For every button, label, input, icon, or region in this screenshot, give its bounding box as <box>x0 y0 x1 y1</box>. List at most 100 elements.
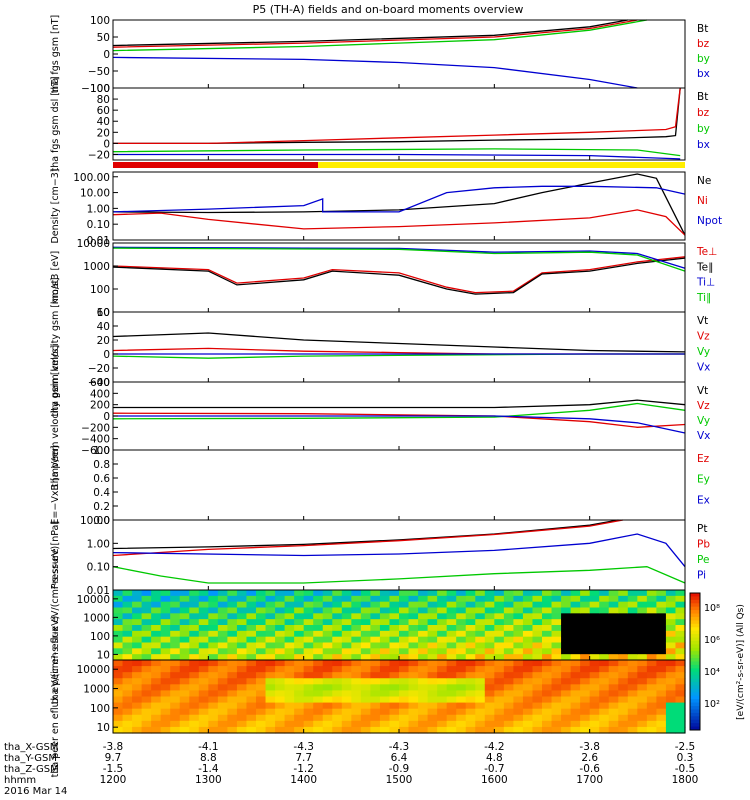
heatmap-cell <box>513 702 524 710</box>
heatmap-cell <box>141 619 152 626</box>
colorbar-cell <box>690 627 700 632</box>
heatmap-cell <box>399 601 410 609</box>
heatmap-cell <box>303 630 314 638</box>
heatmap-cell <box>198 642 209 649</box>
y-axis-label: tha fgs gsm [nT] <box>50 15 61 93</box>
heatmap-cell <box>599 702 610 710</box>
heatmap-cell <box>141 684 152 692</box>
y-tick-label: 200 <box>90 400 110 412</box>
heatmap-cell <box>494 590 505 597</box>
heatmap-cell <box>217 595 228 603</box>
heatmap-cell <box>656 666 667 673</box>
heatmap-cell <box>256 714 267 722</box>
heatmap-cell <box>189 690 200 698</box>
heatmap-cell <box>608 684 619 692</box>
heatmap-cell <box>151 696 162 704</box>
heatmap-cell <box>532 708 543 716</box>
heatmap-cell <box>332 720 343 728</box>
heatmap-cell <box>284 613 295 620</box>
heatmap-cell <box>351 726 362 734</box>
heatmap-cell <box>580 726 591 734</box>
heatmap-cell <box>618 696 629 704</box>
heatmap-cell <box>542 660 553 667</box>
series-Vx-line <box>113 415 686 434</box>
heatmap-cell <box>446 654 457 661</box>
heatmap-cell <box>275 625 286 632</box>
heatmap-cell <box>465 672 476 679</box>
heatmap-cell <box>494 672 505 679</box>
heatmap-cell <box>646 595 657 603</box>
heatmap-cell <box>246 636 257 644</box>
heatmap-cell <box>627 690 638 698</box>
heatmap-cell <box>246 607 257 614</box>
heatmap-cell <box>198 696 209 704</box>
heatmap-cell <box>561 654 572 661</box>
heatmap-cell <box>332 672 343 679</box>
heatmap-cell <box>141 678 152 685</box>
heatmap-cell <box>627 660 638 667</box>
heatmap-cell <box>313 625 324 632</box>
heatmap-cell <box>294 678 305 685</box>
heatmap-cell <box>580 690 591 698</box>
heatmap-cell <box>484 684 495 692</box>
heatmap-cell <box>227 648 238 655</box>
heatmap-cell <box>170 601 181 609</box>
heatmap-cell <box>589 666 600 673</box>
heatmap-cell <box>265 684 276 692</box>
heatmap-cell <box>513 601 524 609</box>
heatmap-cell <box>599 672 610 679</box>
heatmap-cell <box>418 720 429 728</box>
heatmap-cell <box>284 660 295 667</box>
heatmap-cell <box>113 708 124 716</box>
heatmap-cell <box>198 613 209 620</box>
heatmap-cell <box>503 726 514 734</box>
heatmap-cell <box>332 696 343 704</box>
heatmap-cell <box>322 672 333 679</box>
heatmap-cell <box>160 660 171 667</box>
heatmap-cell <box>465 702 476 710</box>
series-Vy-line <box>112 402 686 420</box>
heatmap-cell <box>198 726 209 734</box>
heatmap-cell <box>475 636 486 644</box>
heatmap-cell <box>370 678 381 685</box>
quality-bar-red <box>113 162 318 168</box>
heatmap-cell <box>227 619 238 626</box>
heatmap-cell <box>341 696 352 704</box>
heatmap-cell <box>179 726 190 734</box>
heatmap-cell <box>198 619 209 626</box>
heatmap-cell <box>465 630 476 638</box>
heatmap-cell <box>637 678 648 685</box>
heatmap-cell <box>446 660 457 667</box>
heatmap-cell <box>437 690 448 698</box>
heatmap-cell <box>599 696 610 704</box>
heatmap-cell <box>236 660 248 667</box>
heatmap-cell <box>389 696 400 704</box>
heatmap-cell <box>122 648 133 655</box>
heatmap-cell <box>360 625 371 632</box>
heatmap-cell <box>246 619 257 626</box>
heatmap-cell <box>132 648 143 655</box>
heatmap-cell <box>646 696 657 704</box>
heatmap-cell <box>532 660 543 667</box>
heatmap-cell <box>379 726 391 734</box>
heatmap-cell <box>542 642 553 649</box>
heatmap-cell <box>437 654 448 661</box>
heatmap-cell <box>179 648 190 655</box>
heatmap-cell <box>217 660 228 667</box>
heatmap-cell <box>418 654 429 661</box>
heatmap-cell <box>256 696 267 704</box>
heatmap-cell <box>561 702 572 710</box>
heatmap-cell <box>208 619 219 626</box>
heatmap-cell <box>275 726 286 734</box>
heatmap-cell <box>522 630 534 638</box>
series-Bt-line <box>112 19 628 47</box>
heatmap-cell <box>122 607 133 614</box>
heatmap-cell <box>484 696 495 704</box>
y-tick-label: 80 <box>97 94 110 106</box>
heatmap-cell <box>599 690 610 698</box>
heatmap-cell <box>141 696 152 704</box>
heatmap-cell <box>160 702 171 710</box>
heatmap-cell <box>675 720 686 728</box>
heatmap-cell <box>418 590 429 597</box>
